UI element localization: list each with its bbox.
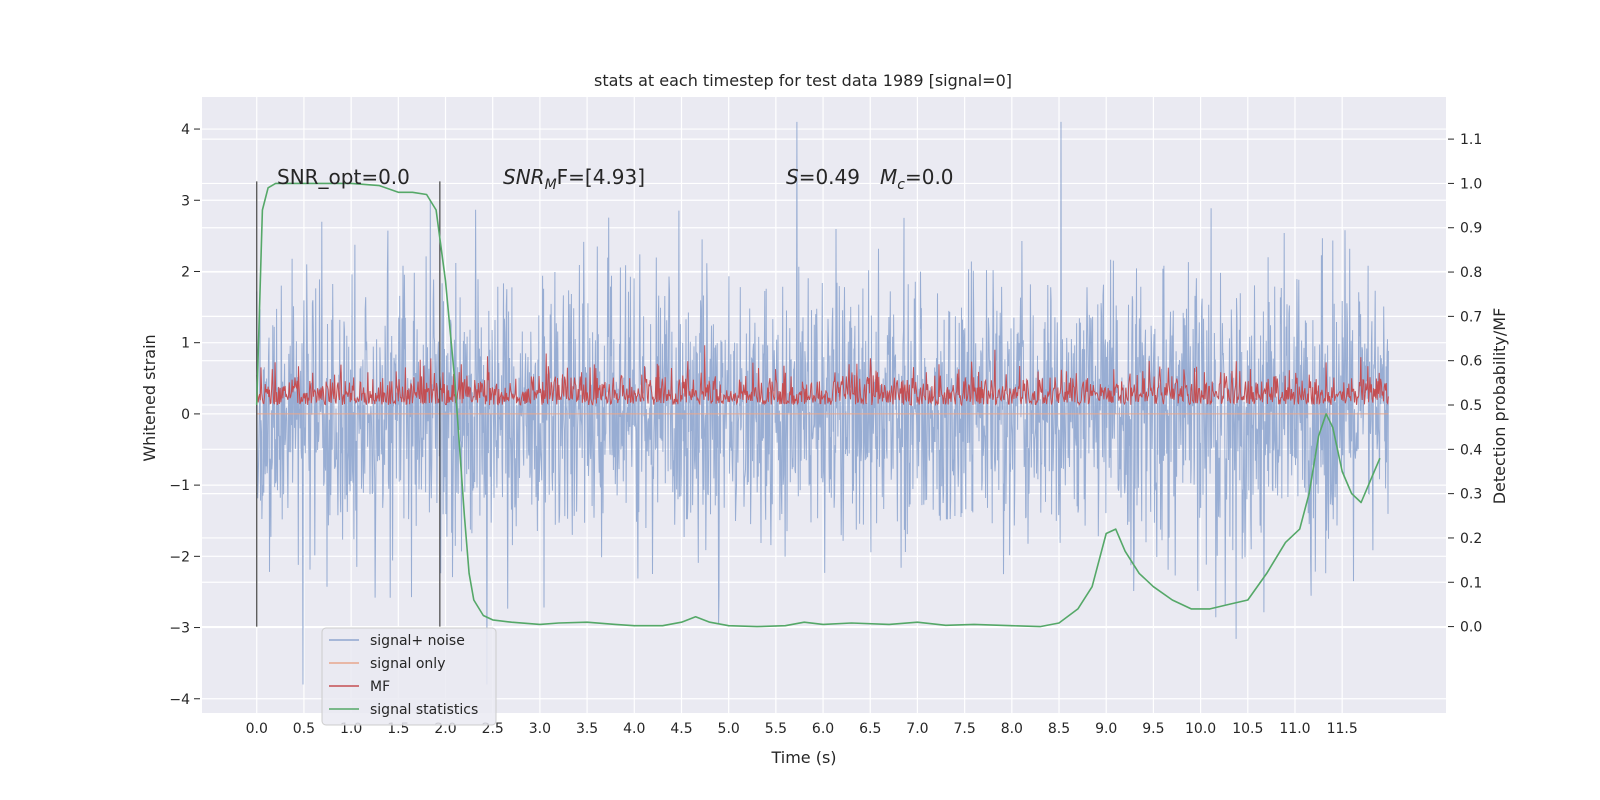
- x-tick-label: 8.0: [1001, 721, 1023, 737]
- y-tick-label: 1: [181, 336, 190, 352]
- y2-tick-label: 0.9: [1460, 221, 1482, 237]
- x-tick-label: 10.0: [1185, 721, 1216, 737]
- y2-tick-label: 1.1: [1460, 132, 1482, 148]
- legend-label-signal-only: signal only: [370, 656, 445, 672]
- y-tick-label: 4: [181, 122, 190, 138]
- y-tick-label: 2: [181, 264, 190, 280]
- x-tick-label: 3.5: [576, 721, 598, 737]
- snr-mf-subscript: M: [545, 177, 557, 193]
- legend-label-signal-noise: signal+ noise: [370, 633, 465, 649]
- signal-statistics-trace: [255, 182, 1381, 628]
- y2-tick-label: 0.2: [1460, 531, 1482, 547]
- y2-tick-label: 0.4: [1460, 442, 1482, 458]
- y-tick-label: −2: [169, 549, 190, 565]
- y2-tick-label: 0.8: [1460, 265, 1482, 281]
- y2-tick-label: 0.6: [1460, 354, 1482, 370]
- x-tick-label: 9.0: [1095, 721, 1117, 737]
- x-tick-label: 5.5: [765, 721, 787, 737]
- x-axis-label: Time (s): [770, 748, 836, 767]
- s-value: =0.49: [799, 165, 860, 189]
- x-tick-label: 6.5: [859, 721, 881, 737]
- x-tick-label: 3.0: [529, 721, 551, 737]
- y2-tick-label: 0.3: [1460, 487, 1482, 503]
- mf-trace: [256, 345, 1389, 407]
- legend-label-signal-statistics: signal statistics: [370, 702, 478, 718]
- y2-tick-label: 0.1: [1460, 575, 1482, 591]
- x-tick-label: 7.5: [954, 721, 976, 737]
- snr-mf-prefix: SNR: [503, 165, 545, 189]
- y2-tick-label: 0.5: [1460, 398, 1482, 414]
- mc-annotation: Mc=0.0: [880, 165, 954, 193]
- x-tick-label: 5.0: [718, 721, 740, 737]
- x-tick-label: 11.5: [1327, 721, 1358, 737]
- chart-title: stats at each timestep for test data 198…: [594, 71, 1012, 90]
- snr-opt-annotation: SNR_opt=0.0: [277, 165, 410, 189]
- mc-symbol: M: [880, 165, 897, 189]
- y-tick-label: −3: [169, 621, 190, 637]
- s-annotation: S=0.49: [786, 165, 860, 189]
- signal-statistics-layer: [255, 182, 1381, 628]
- y2-tick-label: 0.7: [1460, 309, 1482, 325]
- snr-mf-rest: F=[4.93]: [557, 165, 645, 189]
- legend-label-mf: MF: [370, 679, 390, 695]
- x-tick-label: 4.0: [623, 721, 645, 737]
- y-tick-label: −1: [169, 478, 190, 494]
- y-tick-label: −4: [169, 692, 190, 708]
- x-tick-label: 0.0: [246, 721, 268, 737]
- legend-frame: [321, 627, 497, 726]
- y-axis-label: Whitened strain: [140, 334, 159, 461]
- legend: signal+ noise signal only MF signal stat…: [321, 627, 497, 726]
- x-tick-label: 7.0: [906, 721, 928, 737]
- mf-layer: [256, 345, 1389, 407]
- y2-tick-label: 1.0: [1460, 176, 1482, 192]
- y-tick-label: 3: [181, 193, 190, 209]
- mc-value: =0.0: [905, 165, 954, 189]
- x-tick-label: 11.0: [1279, 721, 1310, 737]
- x-tick-label: 0.5: [293, 721, 315, 737]
- snr-mf-annotation: SNRMF=[4.93]: [503, 165, 645, 193]
- y2-tick-label: 0.0: [1460, 620, 1482, 636]
- axes: 0.0 0.5 1.0 1.5 2.0 2.5 3.0 3.5 4.0 4.5 5.0 5.5 6.0 6…: [169, 122, 1482, 737]
- x-tick-label: 4.5: [670, 721, 692, 737]
- x-tick-label: 8.5: [1048, 721, 1070, 737]
- signal-noise-layer: [256, 121, 1389, 685]
- y-tick-label: 0: [181, 407, 190, 423]
- s-symbol: S: [786, 165, 799, 189]
- x-tick-label: 6.0: [812, 721, 834, 737]
- signal-noise-trace: [256, 121, 1389, 685]
- x-tick-label: 10.5: [1232, 721, 1263, 737]
- y2-axis-label: Detection probability/MF: [1490, 308, 1509, 505]
- x-tick-label: 9.5: [1142, 721, 1164, 737]
- mc-subscript: c: [897, 177, 905, 193]
